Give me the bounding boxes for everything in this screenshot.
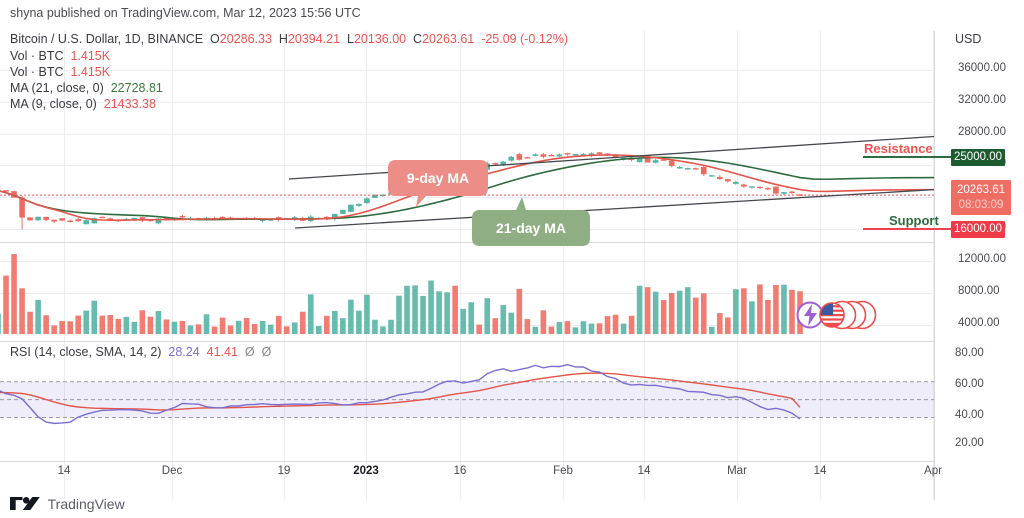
svg-text:21-day MA: 21-day MA <box>496 220 566 236</box>
svg-text:9-day MA: 9-day MA <box>407 170 469 186</box>
